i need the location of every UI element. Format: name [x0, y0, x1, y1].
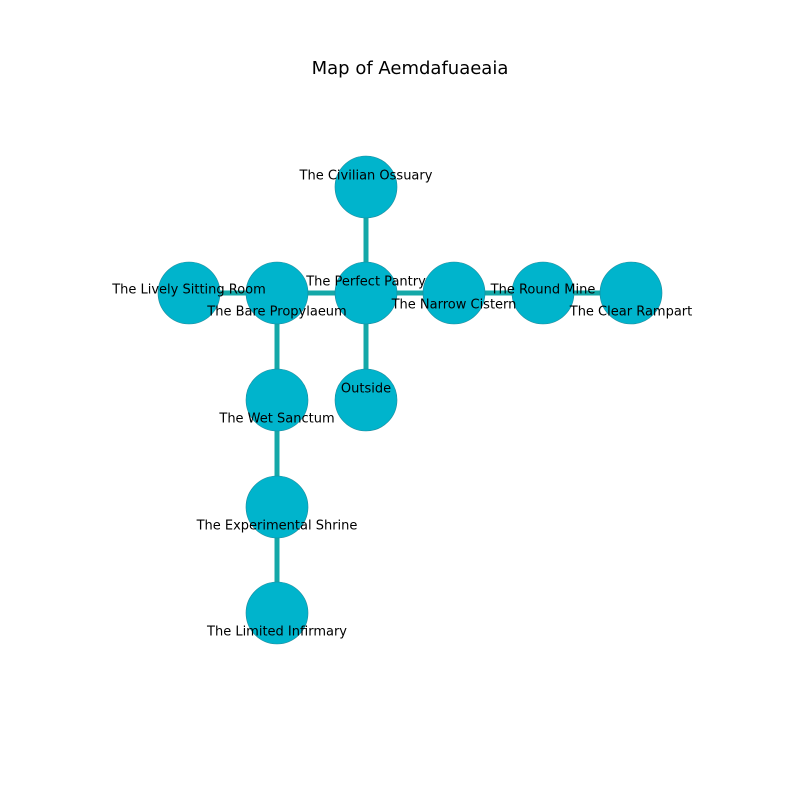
room-label-round-mine: The Round Mine	[490, 283, 596, 298]
room-label-lively-sitting-room: The Lively Sitting Room	[111, 283, 266, 298]
room-node-narrow-cistern	[422, 261, 486, 325]
room-label-bare-propylaeum: The Bare Propylaeum	[206, 305, 346, 320]
room-label-experimental-shrine: The Experimental Shrine	[196, 519, 358, 534]
room-node-lively-sitting-room	[157, 261, 221, 325]
room-node-limited-infirmary	[245, 581, 309, 645]
room-label-limited-infirmary: The Limited Infirmary	[206, 625, 347, 640]
room-node-outside	[334, 368, 398, 432]
room-label-clear-rampart: The Clear Rampart	[569, 305, 692, 320]
map-title: Map of Aemdafuaeaia	[312, 58, 509, 79]
room-node-civilian-ossuary	[334, 155, 398, 219]
room-node-bare-propylaeum	[245, 261, 309, 325]
room-labels-layer: The Civilian Ossuary The Lively Sitting R…	[111, 169, 692, 640]
rooms-layer	[157, 155, 663, 645]
room-label-outside: Outside	[341, 382, 391, 397]
room-node-experimental-shrine	[245, 475, 309, 539]
room-label-wet-sanctum: The Wet Sanctum	[218, 412, 334, 427]
room-node-wet-sanctum	[245, 368, 309, 432]
room-node-perfect-pantry	[334, 261, 398, 325]
room-label-perfect-pantry: The Perfect Pantry	[305, 275, 426, 290]
room-node-round-mine	[511, 261, 575, 325]
room-node-clear-rampart	[599, 261, 663, 325]
room-label-narrow-cistern: The Narrow Cistern	[391, 298, 517, 313]
room-label-civilian-ossuary: The Civilian Ossuary	[299, 169, 433, 184]
